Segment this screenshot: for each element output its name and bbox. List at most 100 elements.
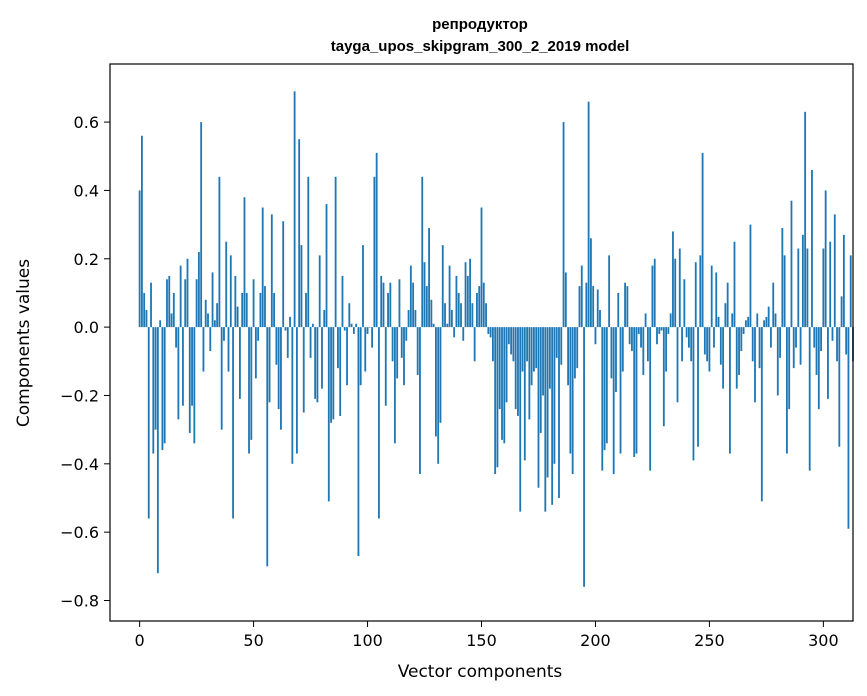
x-tick-label: 250 — [694, 631, 725, 650]
bar — [792, 327, 795, 369]
bar — [569, 327, 572, 454]
bar — [352, 327, 355, 334]
bar — [487, 327, 490, 334]
bar — [840, 296, 843, 328]
bar — [656, 327, 658, 345]
bar — [619, 327, 622, 454]
bar — [391, 327, 394, 362]
bar — [264, 286, 266, 328]
bar — [482, 282, 485, 328]
bar — [425, 286, 428, 328]
bar — [678, 248, 681, 328]
bar — [466, 275, 469, 328]
bar — [530, 327, 533, 386]
y-axis: 0.6 0.4 0.2 0.0 −0.2 −0.4 −0.6 −0.8 — [60, 113, 110, 610]
bar — [393, 327, 396, 444]
bar — [491, 327, 494, 362]
bar — [407, 310, 410, 328]
bar — [234, 275, 237, 328]
bar — [770, 327, 772, 348]
bar — [453, 327, 456, 338]
bar — [551, 327, 554, 505]
bar — [665, 327, 668, 372]
bar — [599, 310, 601, 328]
bar — [539, 327, 542, 434]
bar — [592, 286, 595, 328]
bar — [651, 265, 654, 328]
chart-subtitle: tayga_upos_skipgram_300_2_2019 model — [331, 38, 630, 55]
x-axis-label: Vector components — [398, 662, 563, 682]
bar — [740, 327, 743, 352]
bar — [239, 327, 241, 399]
bar — [396, 327, 399, 379]
bar — [526, 327, 528, 362]
bar — [501, 327, 503, 440]
bar — [305, 292, 307, 328]
bar — [268, 327, 271, 403]
bar — [409, 265, 412, 328]
bar — [448, 265, 451, 328]
bar — [722, 327, 724, 389]
bar — [729, 327, 731, 454]
bar — [414, 310, 417, 328]
x-tick-label: 200 — [580, 631, 611, 650]
bar — [674, 258, 677, 328]
bar — [783, 255, 786, 328]
bar — [389, 282, 392, 328]
bar — [355, 323, 358, 328]
bar — [560, 327, 563, 365]
bar — [380, 275, 383, 328]
bar — [485, 303, 487, 328]
bar — [302, 327, 305, 413]
bar — [646, 327, 649, 362]
bar — [152, 327, 155, 454]
bar — [252, 279, 255, 328]
bar — [521, 327, 524, 372]
bar — [371, 327, 374, 348]
bar — [141, 135, 143, 328]
bar — [603, 327, 606, 451]
bar — [170, 313, 173, 328]
bar — [172, 292, 175, 328]
bar — [548, 327, 551, 389]
bar — [161, 327, 164, 451]
bar — [667, 327, 670, 334]
x-tick-label: 150 — [466, 631, 497, 650]
bar — [829, 241, 832, 328]
bar — [227, 327, 230, 372]
bar — [446, 323, 449, 328]
bar — [744, 320, 747, 328]
bar — [587, 101, 590, 328]
bar — [289, 316, 291, 328]
bar — [797, 248, 800, 328]
bar — [507, 327, 510, 345]
bar — [405, 327, 408, 341]
bar — [820, 327, 822, 352]
bar — [400, 327, 403, 358]
bar — [774, 313, 777, 328]
bar — [596, 289, 599, 328]
bar — [321, 327, 323, 389]
bar — [311, 323, 314, 328]
bar — [542, 327, 544, 396]
y-tick-label: −0.6 — [60, 523, 99, 542]
bar — [489, 327, 492, 338]
bar — [615, 327, 617, 393]
bar — [225, 241, 228, 328]
bar — [186, 258, 189, 328]
bar — [211, 272, 214, 328]
bar — [232, 327, 234, 519]
bar — [441, 245, 444, 328]
bar — [325, 204, 328, 328]
bar — [601, 327, 604, 471]
bar — [567, 327, 570, 386]
bar — [337, 327, 339, 369]
bar — [430, 299, 433, 328]
bar — [412, 282, 415, 328]
bar — [574, 327, 576, 379]
bar — [788, 327, 791, 410]
bar — [159, 320, 162, 328]
bar — [713, 327, 715, 348]
bar — [754, 327, 756, 403]
